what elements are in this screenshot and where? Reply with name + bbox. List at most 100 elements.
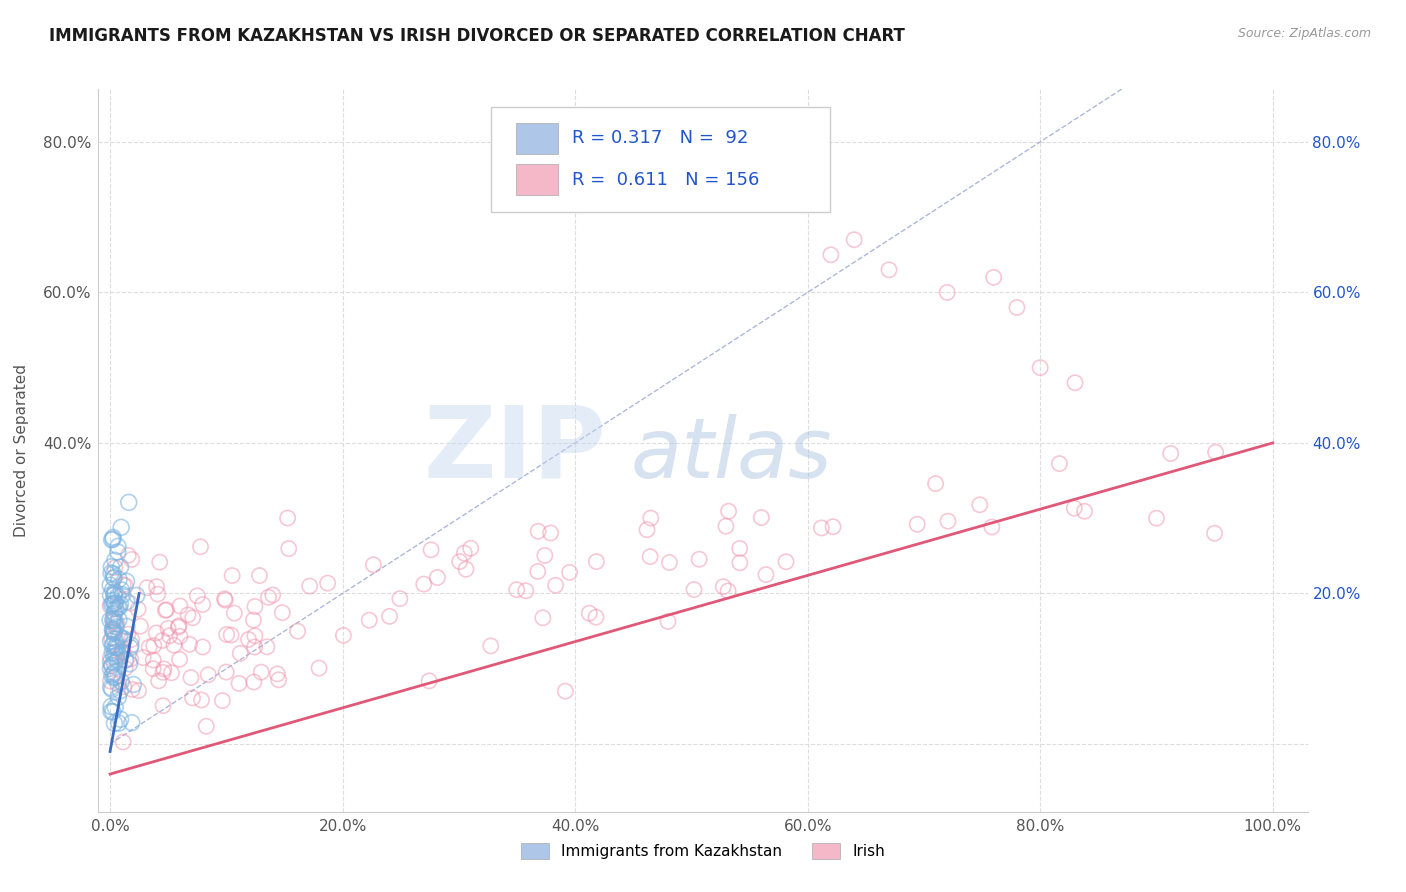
Point: [103, 606, 125, 620]
Point: [1064, 376, 1087, 390]
Point: [100, 588, 122, 602]
Text: R = 0.317   N =  92: R = 0.317 N = 92: [572, 129, 749, 147]
Point: [129, 619, 152, 633]
Point: [271, 606, 294, 620]
Point: [820, 248, 842, 262]
Point: [527, 524, 550, 539]
Point: [101, 646, 124, 660]
Point: [149, 555, 172, 569]
Point: [190, 693, 212, 707]
Point: [420, 542, 443, 557]
Point: [104, 700, 127, 714]
Point: [103, 671, 125, 685]
Point: [101, 613, 124, 627]
Point: [114, 579, 136, 593]
Point: [105, 653, 128, 667]
Point: [181, 611, 204, 625]
Point: [108, 600, 131, 615]
Point: [100, 674, 122, 689]
Point: [554, 684, 576, 698]
Point: [120, 638, 142, 652]
Point: [103, 716, 125, 731]
Point: [167, 619, 190, 633]
Point: [104, 640, 127, 655]
Point: [775, 555, 797, 569]
Point: [277, 511, 299, 525]
Point: [181, 690, 204, 705]
Point: [215, 665, 238, 679]
Point: [142, 662, 165, 676]
Point: [332, 628, 354, 642]
Point: [449, 555, 471, 569]
Point: [159, 629, 181, 643]
Point: [243, 599, 266, 614]
Point: [190, 540, 212, 554]
Point: [156, 621, 179, 635]
Point: [142, 639, 165, 653]
Point: [103, 593, 125, 607]
Point: [506, 582, 529, 597]
Point: [112, 735, 135, 749]
Point: [262, 588, 284, 602]
Point: [110, 712, 132, 726]
Point: [103, 649, 125, 664]
Point: [118, 495, 141, 509]
Point: [145, 580, 167, 594]
Point: [924, 476, 946, 491]
Text: R =  0.611   N = 156: R = 0.611 N = 156: [572, 170, 759, 188]
Bar: [516, 123, 558, 153]
Point: [100, 661, 122, 675]
Point: [101, 582, 124, 597]
Point: [112, 645, 135, 659]
Point: [120, 640, 142, 655]
Point: [453, 546, 475, 560]
Point: [107, 677, 129, 691]
Point: [214, 593, 236, 607]
Point: [117, 627, 139, 641]
Point: [152, 633, 174, 648]
Point: [107, 545, 129, 559]
Point: [111, 632, 134, 647]
Bar: [516, 164, 558, 194]
Point: [121, 715, 143, 730]
Point: [103, 570, 125, 584]
Point: [118, 657, 141, 671]
Point: [101, 597, 124, 611]
Point: [103, 623, 125, 637]
Point: [229, 647, 252, 661]
Point: [266, 666, 288, 681]
Point: [844, 233, 866, 247]
Point: [101, 668, 124, 682]
Point: [111, 588, 134, 602]
Point: [219, 628, 242, 642]
Point: [1160, 446, 1182, 460]
Point: [103, 638, 125, 652]
Point: [98, 578, 121, 592]
Y-axis label: Divorced or Separated: Divorced or Separated: [14, 364, 30, 537]
Point: [101, 615, 124, 629]
Point: [110, 520, 132, 534]
Point: [243, 629, 266, 643]
Point: [98, 599, 121, 613]
Point: [110, 560, 132, 574]
Point: [111, 645, 134, 659]
Point: [104, 646, 127, 660]
Point: [180, 671, 202, 685]
Point: [107, 716, 129, 731]
Point: [100, 598, 122, 612]
Point: [250, 665, 273, 680]
Point: [138, 640, 160, 655]
Point: [308, 661, 330, 675]
Point: [101, 705, 124, 719]
Point: [160, 665, 183, 680]
Point: [112, 680, 135, 694]
Point: [711, 580, 734, 594]
Point: [1049, 457, 1071, 471]
Point: [224, 606, 246, 620]
Point: [515, 583, 537, 598]
Point: [100, 650, 122, 665]
Point: [243, 640, 266, 654]
Point: [107, 600, 129, 615]
Point: [101, 639, 124, 653]
Point: [657, 615, 679, 629]
